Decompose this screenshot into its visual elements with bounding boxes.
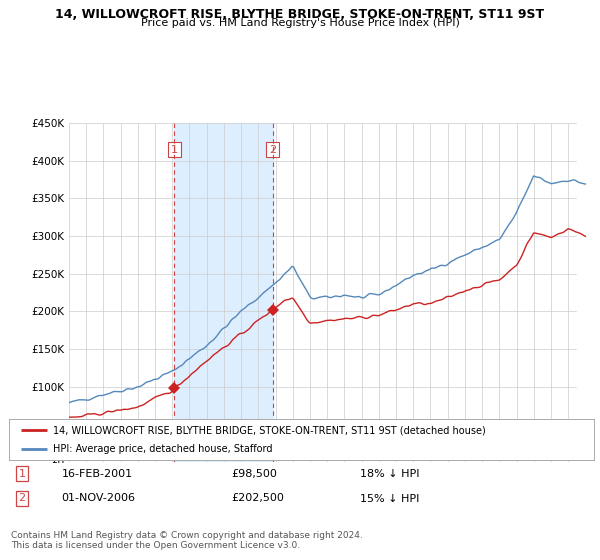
Text: £202,500: £202,500 [232,493,284,503]
Text: 18% ↓ HPI: 18% ↓ HPI [360,469,419,479]
Bar [175,123,272,462]
Text: 1: 1 [171,144,178,155]
Text: Price paid vs. HM Land Registry's House Price Index (HPI): Price paid vs. HM Land Registry's House … [140,18,460,29]
Text: 16-FEB-2001: 16-FEB-2001 [62,469,133,479]
Text: 1: 1 [19,469,25,479]
Bar [577,123,594,462]
Text: HPI: Average price, detached house, Stafford: HPI: Average price, detached house, Staf… [53,444,272,454]
Text: 14, WILLOWCROFT RISE, BLYTHE BRIDGE, STOKE-ON-TRENT, ST11 9ST (detached house): 14, WILLOWCROFT RISE, BLYTHE BRIDGE, STO… [53,426,485,436]
Text: 15% ↓ HPI: 15% ↓ HPI [360,493,419,503]
Text: £98,500: £98,500 [232,469,277,479]
Text: 14, WILLOWCROFT RISE, BLYTHE BRIDGE, STOKE-ON-TRENT, ST11 9ST: 14, WILLOWCROFT RISE, BLYTHE BRIDGE, STO… [55,8,545,21]
Bar [577,123,594,462]
Text: 2: 2 [269,144,276,155]
Text: Contains HM Land Registry data © Crown copyright and database right 2024.
This d: Contains HM Land Registry data © Crown c… [11,531,362,550]
Text: 01-NOV-2006: 01-NOV-2006 [62,493,136,503]
Text: 2: 2 [19,493,25,503]
